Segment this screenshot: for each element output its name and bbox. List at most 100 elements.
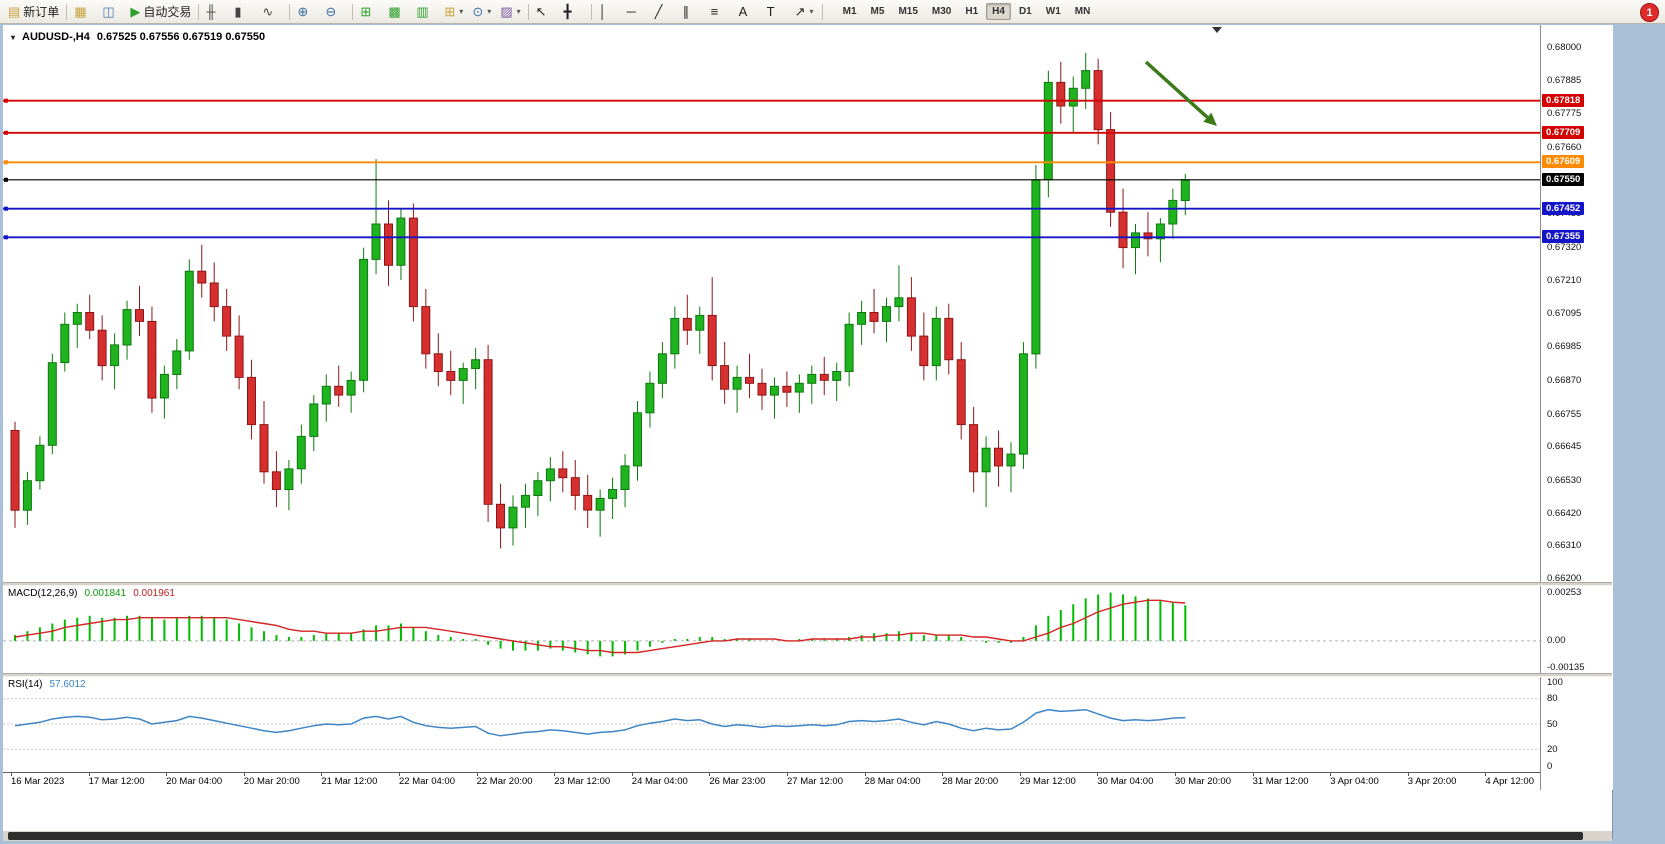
chart-region: ▾ AUDUSD-,H4 0.67525 0.67556 0.67519 0.6…	[3, 25, 1613, 841]
charts-window-button[interactable]: ▦	[70, 1, 98, 23]
candle-up	[184, 270, 194, 352]
trendline-button[interactable]: ╱	[651, 1, 679, 23]
price-badge-0.67609: 0.67609	[1542, 155, 1585, 169]
shapes-button[interactable]: ↗ ▾	[791, 1, 819, 23]
candle-up	[22, 480, 32, 511]
candle-up	[1068, 87, 1078, 107]
time-scale[interactable]: 16 Mar 2023 17 Mar 12:00 20 Mar 04:00 20 Ma…	[3, 772, 1540, 791]
bar-chart-button[interactable]: ╫	[202, 1, 230, 23]
candle-down	[583, 494, 593, 511]
cursor-button[interactable]: ↖	[532, 1, 560, 23]
macd-signal-value: 0.001961	[133, 588, 175, 599]
candle-down	[483, 359, 493, 505]
line-handle-icon[interactable]	[4, 160, 8, 165]
candle-up	[396, 217, 406, 266]
timeframe-mn[interactable]: MN	[1074, 6, 1091, 17]
timeframe-m5[interactable]: M5	[870, 6, 885, 17]
timeframe-d1[interactable]: D1	[1018, 6, 1032, 17]
notification-badge[interactable]: 1	[1640, 3, 1659, 22]
line-handle-icon[interactable]	[4, 235, 8, 240]
candle-up	[1018, 353, 1028, 455]
line-chart-button[interactable]: ∿	[258, 1, 286, 23]
candlestick-chart-button[interactable]: ▮	[230, 1, 258, 23]
market-watch-button[interactable]: ◫	[98, 1, 126, 23]
candle-up	[670, 317, 680, 355]
templates-button[interactable]: ▨ ▾	[496, 1, 524, 23]
time-axis-label: 26 Mar 23:00	[709, 776, 766, 787]
vertical-line-icon: │	[598, 4, 607, 19]
text-button[interactable]: A	[735, 1, 763, 23]
candle-down	[570, 477, 580, 496]
time-axis-label: 28 Mar 20:00	[942, 776, 999, 787]
zoom-out-button[interactable]: ⊖	[321, 1, 349, 23]
rsi-panel-splitter[interactable]	[3, 673, 1612, 677]
price-scale[interactable]: 0.680000.678850.677750.676600.675450.674…	[1540, 25, 1613, 790]
chart-title: ▾ AUDUSD-,H4 0.67525 0.67556 0.67519 0.6…	[11, 31, 265, 43]
one-click-trading-toggle[interactable]: ▾	[11, 32, 16, 42]
time-tick	[1485, 773, 1487, 776]
auto-trading-button[interactable]: ▶ 自动交易	[126, 1, 195, 23]
fibonacci-button[interactable]: ≡	[707, 1, 735, 23]
candle-down	[1056, 81, 1066, 107]
main-toolbar: ▤ 新订单 ▦ ◫ ▶ 自动交易 ╫ ▮ ∿ ⊕ ⊖ ⊞ ▩ ▥ ⊞ ▾ ⊙ ▾ ▨ ▾ ↖ ╋ │ ─ ╱ ∥ ≡ A T ↗ ▾ M1 M5…	[0, 0, 1665, 24]
vertical-line-button[interactable]: │	[595, 1, 623, 23]
channel-button[interactable]: ∥	[679, 1, 707, 23]
clock-icon: ⊙	[472, 4, 484, 19]
candle-up	[110, 344, 120, 367]
text-icon: A	[738, 4, 748, 19]
price-badge-0.67550: 0.67550	[1542, 172, 1585, 186]
chart-shift-marker[interactable]	[1212, 27, 1222, 33]
line-handle-icon[interactable]	[4, 98, 8, 103]
label-button[interactable]: T	[763, 1, 791, 23]
price-badge-0.67709: 0.67709	[1542, 125, 1585, 139]
chart-window-icon: ▦	[74, 4, 87, 19]
candle-up	[844, 323, 854, 372]
candle-up	[471, 359, 481, 370]
time-axis-label: 22 Mar 04:00	[399, 776, 455, 787]
price-axis-label: 0.66645	[1547, 441, 1582, 453]
arrow-annotation-head-icon[interactable]	[1203, 112, 1217, 126]
price-axis-label: 0.66310	[1547, 540, 1582, 552]
time-axis-label: 16 Mar 2023	[11, 776, 65, 787]
line-handle-icon[interactable]	[4, 130, 8, 135]
macd-axis-label: 0.00253	[1547, 586, 1582, 598]
line-handle-icon[interactable]	[4, 206, 8, 211]
candle-up	[35, 444, 45, 482]
zoom-in-button[interactable]: ⊕	[293, 1, 321, 23]
horizontal-scrollbar[interactable]	[3, 831, 1612, 841]
arrow-annotation-shaft[interactable]	[1144, 60, 1209, 119]
horizontal-line-icon: ─	[626, 4, 636, 19]
time-axis-label: 22 Mar 20:00	[476, 776, 533, 787]
candle-down	[720, 365, 730, 390]
timeframe-h1[interactable]: H1	[965, 6, 979, 17]
macd-panel-splitter[interactable]	[3, 582, 1612, 586]
new-order-button[interactable]: ▤ 新订单	[4, 1, 63, 23]
timeframe-m30[interactable]: M30	[931, 6, 952, 17]
arrange-windows-button[interactable]: ▥	[412, 1, 440, 23]
macd-chart-canvas[interactable]	[3, 586, 1540, 673]
rsi-chart-canvas[interactable]	[3, 677, 1540, 771]
period-button[interactable]: ⊙ ▾	[468, 1, 496, 23]
cascade-windows-button[interactable]: ▩	[384, 1, 412, 23]
time-axis-label: 20 Mar 04:00	[166, 776, 223, 787]
time-tick	[1019, 773, 1021, 776]
timeframe-h4[interactable]: H4	[986, 3, 1011, 20]
time-tick	[476, 773, 478, 776]
horizontal-line-button[interactable]: ─	[623, 1, 651, 23]
crosshair-button[interactable]: ╋	[560, 1, 588, 23]
new-order-icon: ▤	[8, 4, 21, 19]
timeframe-w1[interactable]: W1	[1045, 6, 1061, 17]
scrollbar-thumb[interactable]	[8, 832, 1583, 840]
new-chart-button[interactable]: ⊞ ▾	[440, 1, 468, 23]
tile-windows-button[interactable]: ⊞	[356, 1, 384, 23]
candle-down	[222, 306, 232, 337]
timeframe-m15[interactable]: M15	[898, 6, 918, 17]
candle-up	[159, 373, 169, 399]
time-axis-label: 3 Apr 20:00	[1407, 776, 1457, 787]
price-chart-canvas[interactable]	[3, 25, 1540, 582]
candle-down	[1118, 211, 1128, 249]
line-handle-icon[interactable]	[4, 177, 8, 182]
chart-symbol-period: AUDUSD-,H4	[22, 31, 90, 43]
timeframe-m1[interactable]: M1	[842, 6, 857, 17]
auto-trading-button-label: 自动交易	[143, 5, 192, 19]
